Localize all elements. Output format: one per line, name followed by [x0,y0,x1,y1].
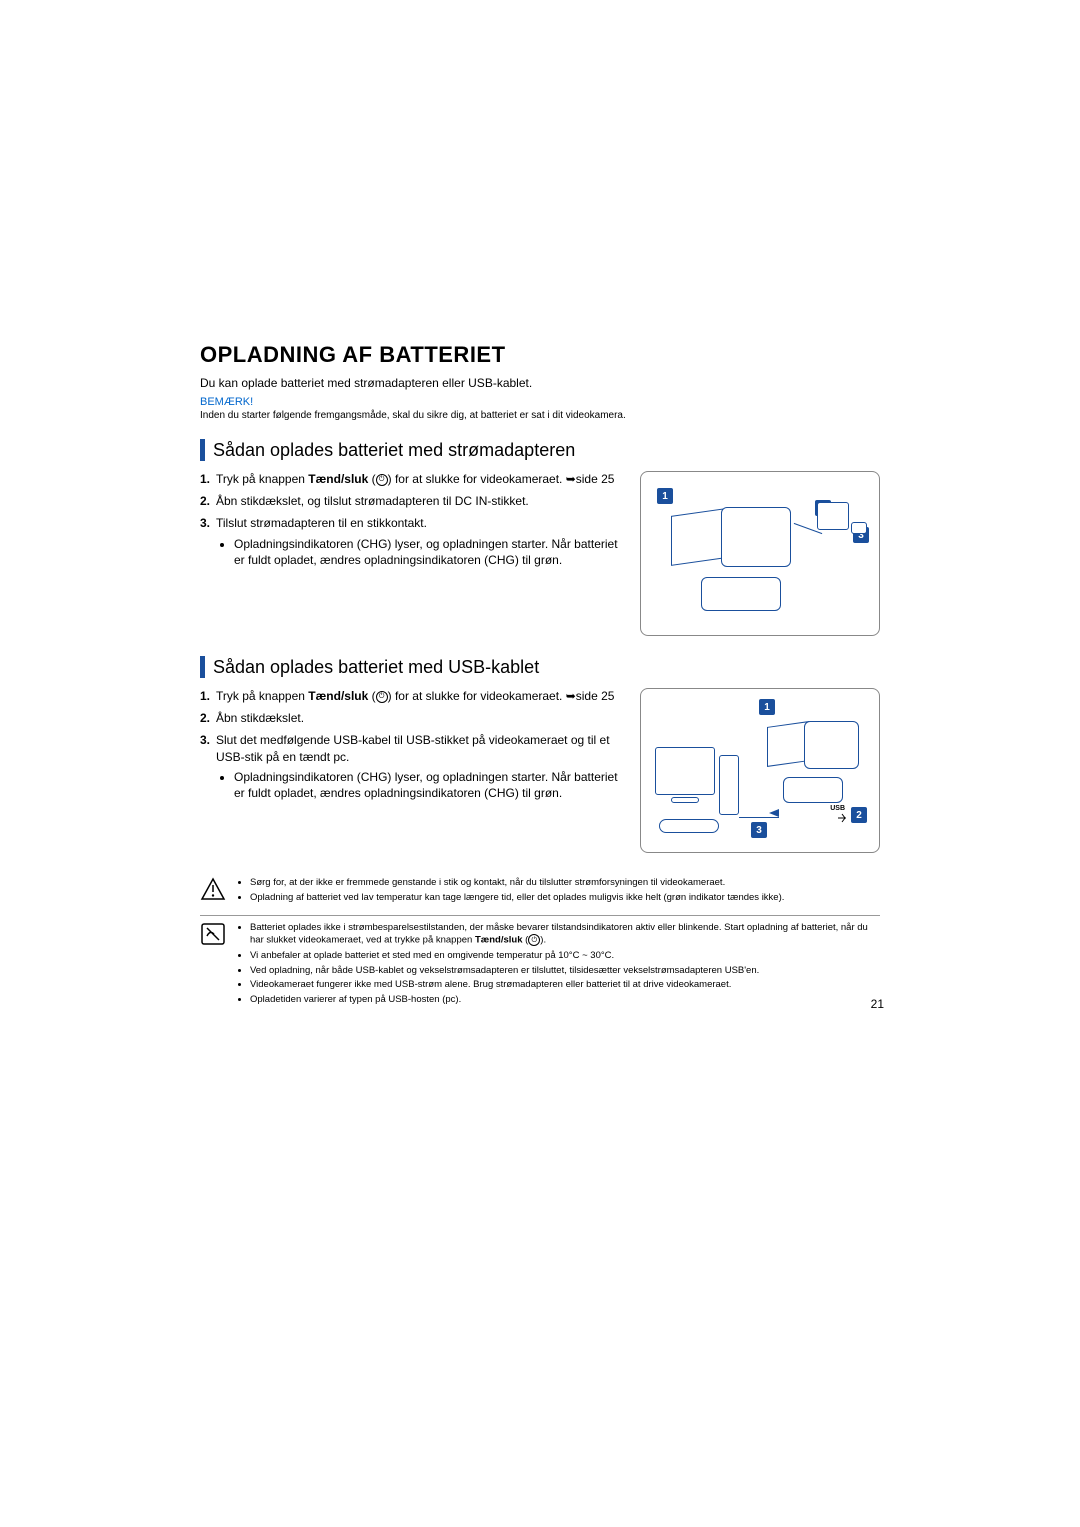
note-icon [200,922,226,946]
power-icon: ⏻ [528,934,540,946]
callout-2: 2 [851,807,867,823]
info-list: Batteriet oplades ikke i strømbesparelse… [236,922,880,1009]
cable-icon [739,817,779,818]
info-item: Batteriet oplades ikke i strømbesparelse… [250,922,880,948]
list-item: 2. Åbn stikdækslet, og tilslut strømadap… [200,493,628,509]
callout-3: 3 [751,822,767,838]
heading-accent-bar [200,656,205,678]
camera-body-icon [804,721,859,769]
camera-base-icon [701,577,781,611]
warning-item: Sørg for, at der ikke er fremmede gensta… [250,877,880,890]
info-text: Batteriet oplades ikke i strømbesparelse… [250,922,868,946]
info-item: Ved opladning, når både USB-kablet og ve… [250,965,880,978]
step-text: Åbn stikdækslet. [216,711,304,725]
callout-1: 1 [759,699,775,715]
usb-label: USB [830,805,845,812]
figure-usb-charging: 1 2 3 USB [640,688,880,853]
step-text: ) for at slukke for videokameraet. ➥side… [388,689,615,703]
camera-screen-icon [767,721,809,767]
step-text-bold: Tænd/sluk [308,472,368,486]
power-icon: ⏻ [376,691,388,703]
step-text: Tryk på knappen [216,472,308,486]
step-text: ( [368,689,375,703]
camera-base-icon [783,777,843,803]
step-number: 2. [200,710,210,726]
camera-screen-icon [671,508,726,566]
monitor-stand-icon [671,797,699,803]
note-text: Inden du starter følgende fremgangsmåde,… [200,410,880,421]
info-text-bold: Tænd/sluk [475,935,523,946]
info-item: Vi anbefaler at oplade batteriet et sted… [250,950,880,963]
keyboard-icon [659,819,719,833]
adapter-icon [817,502,849,530]
callout-1: 1 [657,488,673,504]
section-1-body: 1. Tryk på knappen Tænd/sluk (⏻) for at … [200,471,880,636]
step-text: Tryk på knappen [216,689,308,703]
info-text: ). [540,935,546,946]
step-number: 1. [200,471,210,487]
step-text: Slut det medfølgende USB-kabel til USB-s… [216,733,610,763]
camera-body-icon [721,507,791,567]
page-title: OPLADNING AF BATTERIET [200,342,880,368]
step-number: 1. [200,688,210,704]
section-2-steps: 1. Tryk på knappen Tænd/sluk (⏻) for at … [200,688,628,853]
usb-icon [837,813,849,823]
info-item: Opladetiden varierer af typen på USB-hos… [250,994,880,1007]
section-1-title: Sådan oplades batteriet med strømadapter… [213,440,575,461]
step-subtext: Opladningsindikatoren (CHG) lyser, og op… [234,769,628,801]
manual-page: OPLADNING AF BATTERIET Du kan oplade bat… [200,342,880,1009]
step-number: 2. [200,493,210,509]
list-item: 1. Tryk på knappen Tænd/sluk (⏻) for at … [200,688,628,704]
step-text: Åbn stikdækslet, og tilslut strømadapter… [216,494,529,508]
step-text: ) for at slukke for videokameraet. ➥side… [388,472,615,486]
step-subtext: Opladningsindikatoren (CHG) lyser, og op… [234,536,628,568]
section-2-body: 1. Tryk på knappen Tænd/sluk (⏻) for at … [200,688,880,853]
list-item: 1. Tryk på knappen Tænd/sluk (⏻) for at … [200,471,628,487]
monitor-icon [655,747,715,795]
figure-adapter-charging: 1 2 3 [640,471,880,636]
info-item: Videokameraet fungerer ikke med USB-strø… [250,979,880,992]
note-label: BEMÆRK! [200,396,880,408]
step-number: 3. [200,515,210,531]
pc-tower-icon [719,755,739,815]
page-number: 21 [871,997,884,1011]
heading-accent-bar [200,439,205,461]
step-text: Tilslut strømadapteren til en stikkontak… [216,516,427,530]
warning-list: Sørg for, at der ikke er fremmede gensta… [236,877,880,907]
list-item: 2. Åbn stikdækslet. [200,710,628,726]
list-item: 3. Tilslut strømadapteren til en stikkon… [200,515,628,568]
info-block: Batteriet oplades ikke i strømbesparelse… [200,915,880,1009]
plug-icon [851,522,867,534]
section-2-heading: Sådan oplades batteriet med USB-kablet [200,656,880,678]
power-icon: ⏻ [376,474,388,486]
list-item: 3. Slut det medfølgende USB-kabel til US… [200,732,628,801]
step-text-bold: Tænd/sluk [308,689,368,703]
warning-block: Sørg for, at der ikke er fremmede gensta… [200,873,880,907]
intro-text: Du kan oplade batteriet med strømadapter… [200,376,880,390]
arrow-left-icon [769,809,779,817]
warning-icon [200,877,226,901]
warning-item: Opladning af batteriet ved lav temperatu… [250,892,880,905]
step-number: 3. [200,732,210,748]
step-text: ( [368,472,375,486]
section-2-title: Sådan oplades batteriet med USB-kablet [213,657,539,678]
section-1-steps: 1. Tryk på knappen Tænd/sluk (⏻) for at … [200,471,628,636]
section-1-heading: Sådan oplades batteriet med strømadapter… [200,439,880,461]
